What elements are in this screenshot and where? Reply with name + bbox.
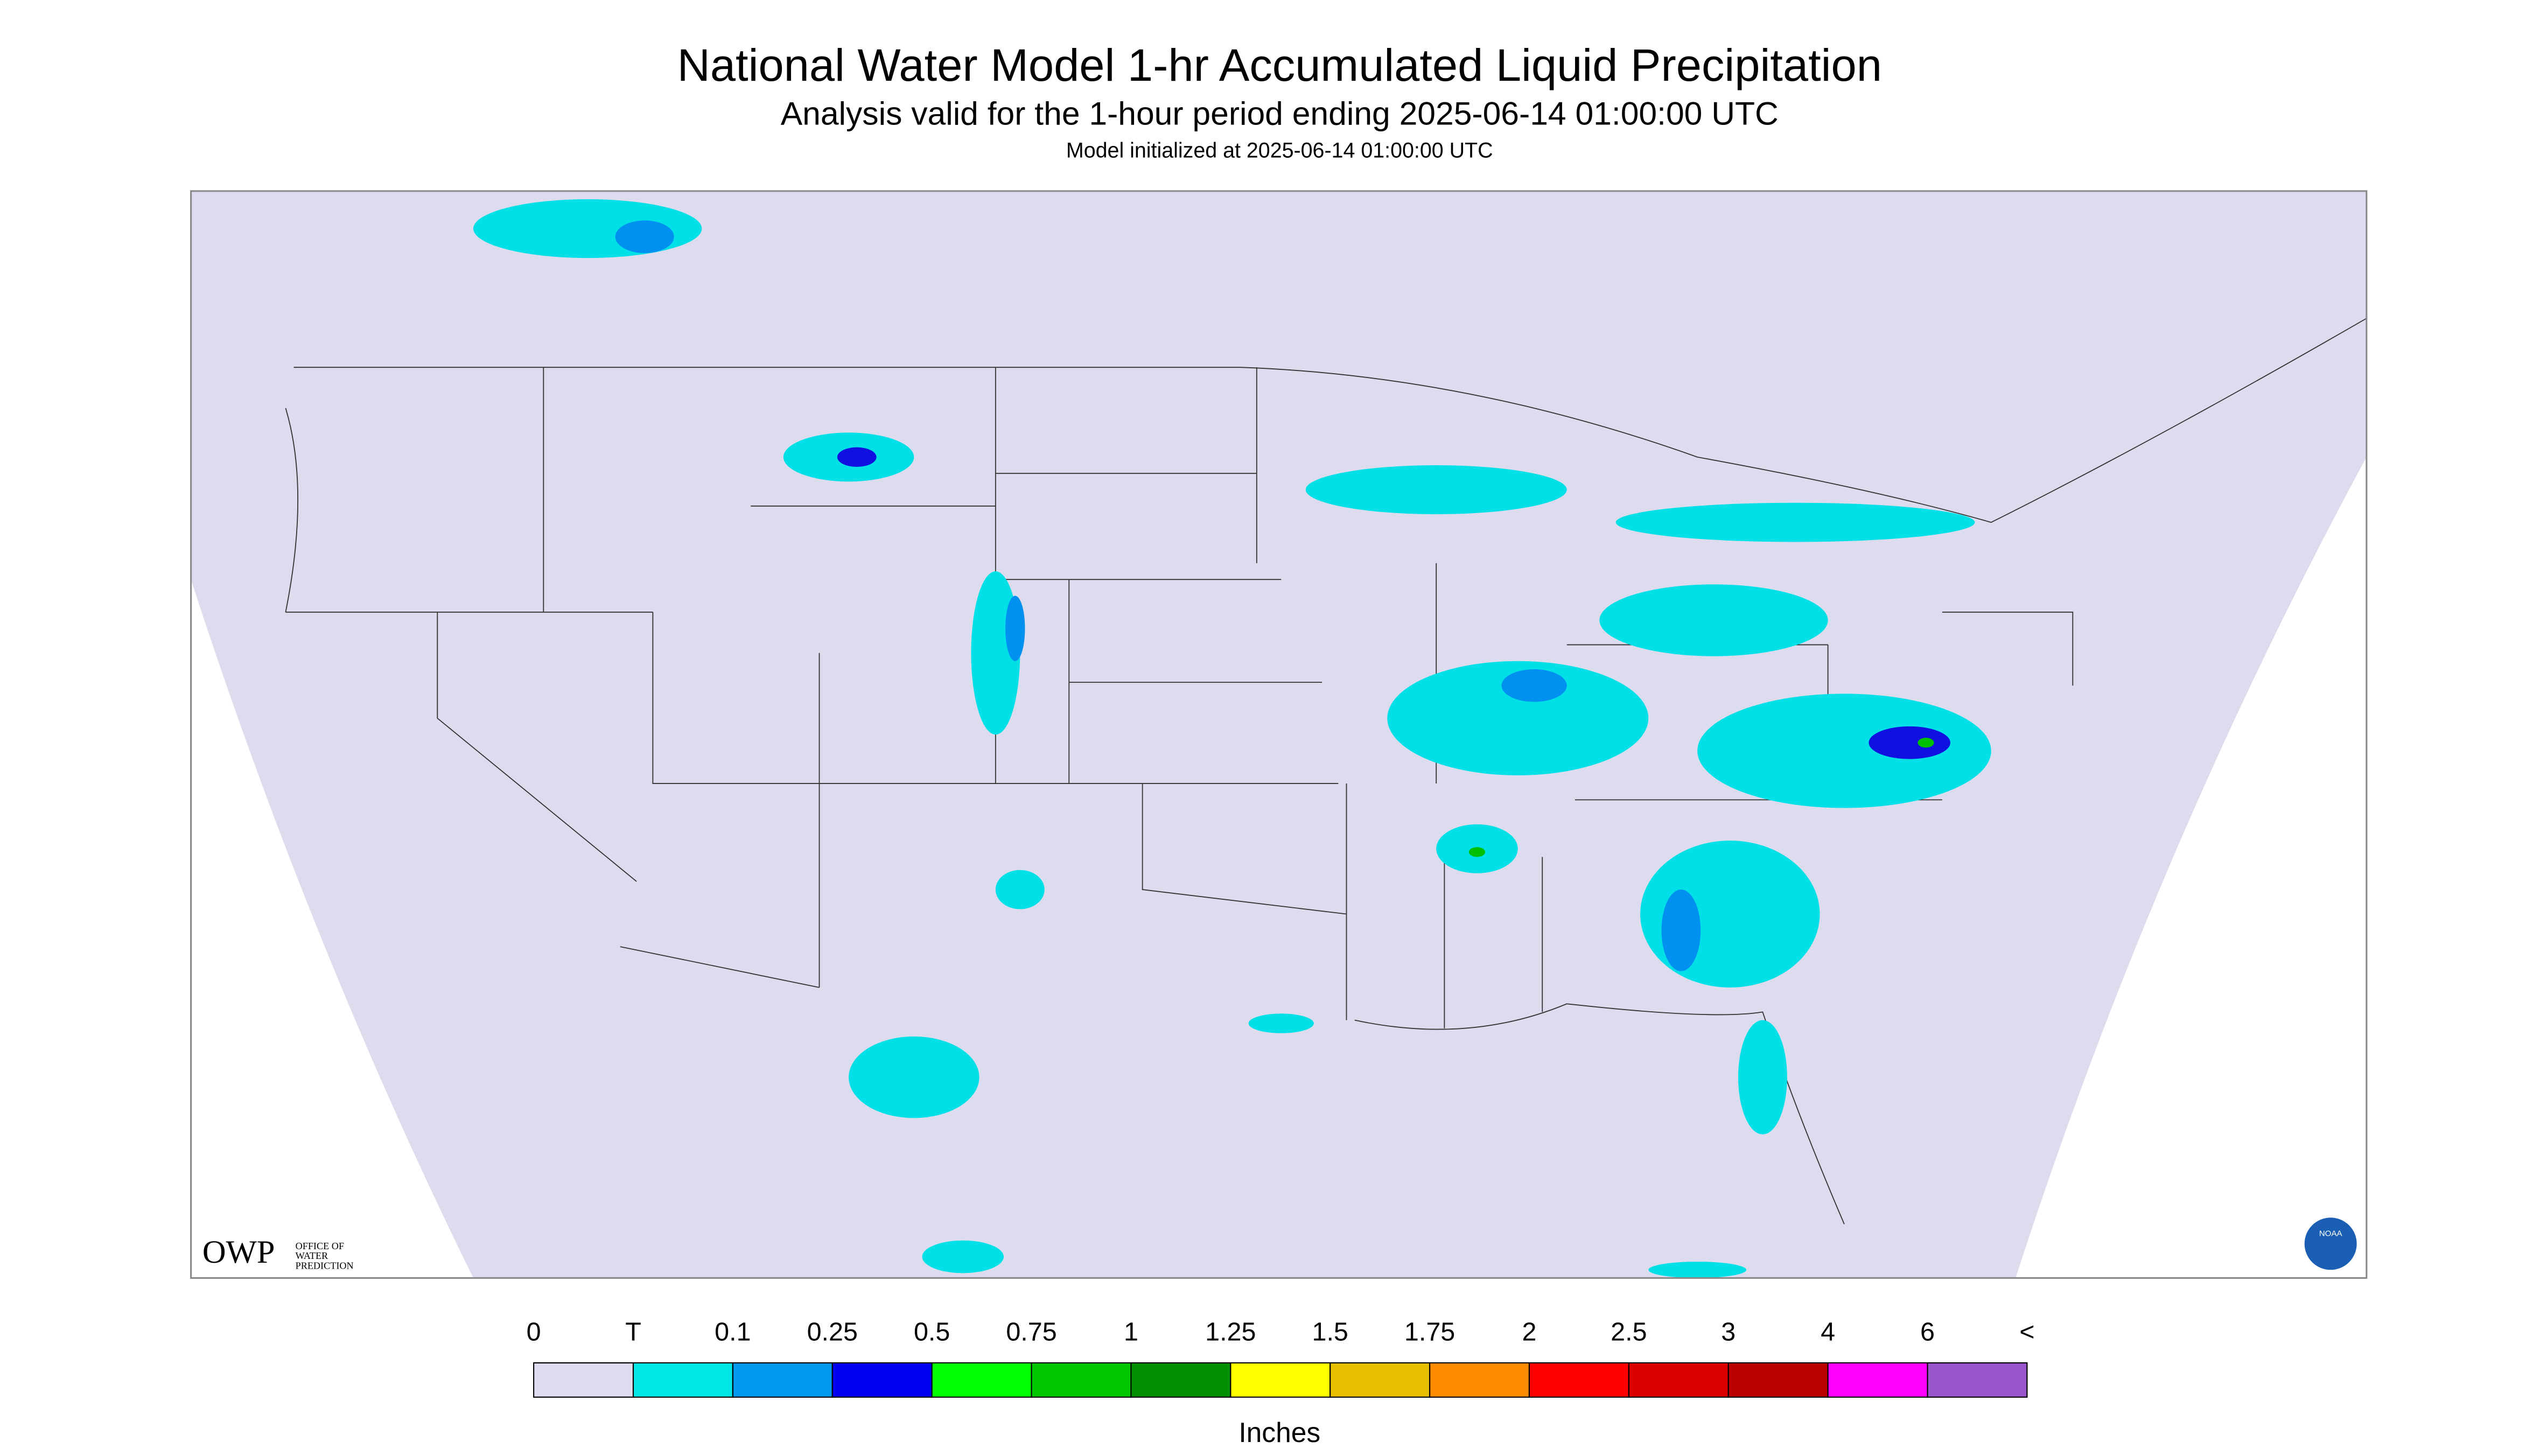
- legend: 0 T 0.1 0.25 0.5 0.75 1 1.25 1.5 1.75 2 2.5 3 4 6 <: [527, 1317, 2035, 1398]
- legend-swatch: [732, 1362, 833, 1398]
- map-border: [190, 190, 2368, 1279]
- owp-name: WATER: [296, 1250, 328, 1261]
- legend-swatch: [1727, 1362, 1829, 1398]
- legend-swatch: [1827, 1362, 1928, 1398]
- legend-label: 1.25: [1205, 1317, 1256, 1346]
- legend-swatch: [1628, 1362, 1729, 1398]
- legend-label: 2.5: [1611, 1317, 1647, 1346]
- legend-label: 4: [1821, 1317, 1835, 1346]
- legend-label: 1.5: [1312, 1317, 1348, 1346]
- legend-label: 0.25: [807, 1317, 858, 1346]
- map: OWP OFFICE OF WATER PREDICTION NOAA: [190, 190, 2368, 1279]
- legend-swatch: [1031, 1362, 1132, 1398]
- legend-label: T: [625, 1317, 641, 1346]
- legend-label: 0.5: [914, 1317, 950, 1346]
- legend-swatch: [931, 1362, 1032, 1398]
- subtitle: Analysis valid for the 1-hour period end…: [781, 95, 1779, 131]
- legend-swatch: [1528, 1362, 1629, 1398]
- legend-label: 1.75: [1404, 1317, 1455, 1346]
- legend-swatch: [1927, 1362, 2028, 1398]
- legend-swatch: [1130, 1362, 1231, 1398]
- legend-label: 2: [1522, 1317, 1536, 1346]
- legend-swatch: [1429, 1362, 1530, 1398]
- owp-name: OFFICE OF: [296, 1241, 344, 1251]
- legend-label: 0.1: [715, 1317, 751, 1346]
- legend-swatch: [533, 1362, 634, 1398]
- owp-logo: OWP: [202, 1234, 275, 1270]
- legend-label: 1: [1124, 1317, 1138, 1346]
- noaa-logo: [2304, 1217, 2357, 1270]
- legend-label: 0: [527, 1317, 541, 1346]
- legend-label: 3: [1721, 1317, 1736, 1346]
- noaa-label: NOAA: [2319, 1229, 2343, 1238]
- init-time: Model initialized at 2025-06-14 01:00:00…: [1066, 138, 1493, 162]
- legend-swatch: [831, 1362, 933, 1398]
- legend-label: <: [2019, 1317, 2034, 1346]
- legend-swatch: [1230, 1362, 1331, 1398]
- legend-label: 0.75: [1006, 1317, 1056, 1346]
- legend-swatch: [632, 1362, 733, 1398]
- model-domain: [191, 191, 2367, 1278]
- title: National Water Model 1-hr Accumulated Li…: [677, 39, 1882, 90]
- legend-swatch: [1330, 1362, 1431, 1398]
- legend-label: 6: [1920, 1317, 1935, 1346]
- legend-unit: Inches: [1238, 1417, 1320, 1448]
- precipitation: [473, 199, 1991, 1278]
- owp-name: PREDICTION: [296, 1260, 354, 1271]
